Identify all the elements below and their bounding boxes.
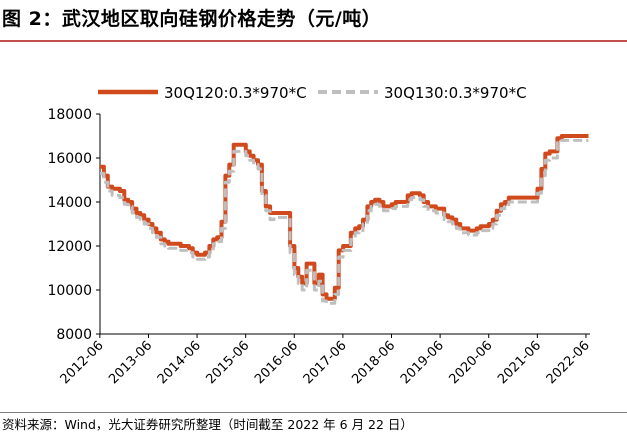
y-tick-label: 14000 bbox=[47, 195, 92, 211]
x-tick-label: 2017-06 bbox=[301, 338, 350, 387]
y-tick-label: 12000 bbox=[47, 239, 92, 255]
x-tick-label: 2015-06 bbox=[203, 338, 252, 387]
x-tick-label: 2014-06 bbox=[155, 338, 204, 387]
y-tick-label: 10000 bbox=[47, 283, 92, 299]
x-tick-label: 2012-06 bbox=[58, 338, 107, 387]
x-tick-label: 2021-06 bbox=[495, 338, 544, 387]
series-line-2 bbox=[100, 138, 589, 305]
legend-label-2: 30Q130:0.3*970*C bbox=[384, 84, 527, 102]
source-note: 资料来源：Wind，光大证券研究所整理（时间截至 2022 年 6 月 22 日… bbox=[2, 417, 413, 432]
title-divider bbox=[0, 40, 627, 42]
y-tick-label: 8000 bbox=[56, 327, 92, 343]
source-divider bbox=[0, 412, 627, 413]
x-tick-label: 2018-06 bbox=[349, 338, 398, 387]
y-tick-label: 18000 bbox=[47, 107, 92, 123]
y-tick-label: 16000 bbox=[47, 151, 92, 167]
x-tick-label: 2016-06 bbox=[252, 338, 301, 387]
x-tick-label: 2020-06 bbox=[447, 338, 496, 387]
x-tick-label: 2013-06 bbox=[106, 338, 155, 387]
x-tick-label: 2019-06 bbox=[398, 338, 447, 387]
figure-title: 图 2：武汉地区取向硅钢价格走势（元/吨） bbox=[2, 8, 382, 30]
x-tick-label: 2022-06 bbox=[544, 338, 593, 387]
legend-label-1: 30Q120:0.3*970*C bbox=[164, 84, 307, 102]
series-line-1 bbox=[100, 134, 589, 301]
